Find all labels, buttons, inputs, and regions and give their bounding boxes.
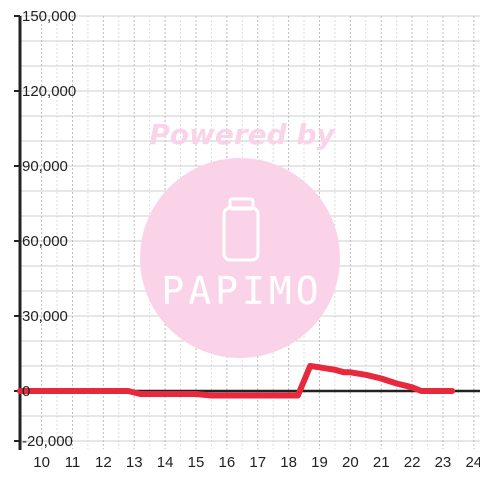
y-tick-label: 150,000 bbox=[22, 8, 76, 25]
x-tick-label: 13 bbox=[126, 454, 143, 471]
x-tick-label: 20 bbox=[342, 454, 359, 471]
y-tick-label: 30,000 bbox=[22, 308, 68, 325]
y-tick-label: 120,000 bbox=[22, 83, 76, 100]
x-tick-label: 21 bbox=[373, 454, 390, 471]
x-tick-label: 22 bbox=[404, 454, 421, 471]
x-tick-label: 14 bbox=[157, 454, 174, 471]
x-tick-label: 17 bbox=[249, 454, 266, 471]
x-tick-label: 23 bbox=[435, 454, 452, 471]
tick-labels: 150,000 120,000 90,000 60,000 30,000 0 -20,000… bbox=[22, 8, 480, 471]
grid bbox=[20, 15, 480, 449]
watermark-logo: PAPIMO bbox=[161, 269, 322, 313]
series bbox=[17, 363, 456, 399]
powered-by-watermark: Powered by PAPIMO bbox=[140, 118, 340, 358]
x-tick-label: 10 bbox=[33, 454, 50, 471]
x-tick-label: 19 bbox=[311, 454, 328, 471]
series-line bbox=[17, 363, 456, 399]
x-tick-label: 15 bbox=[188, 454, 205, 471]
watermark-circle bbox=[140, 158, 340, 358]
watermark-title: Powered by bbox=[149, 118, 336, 151]
x-tick-label: 16 bbox=[219, 454, 236, 471]
x-tick-label: 18 bbox=[280, 454, 297, 471]
y-tick-label: 60,000 bbox=[22, 233, 68, 250]
y-tick-label: -20,000 bbox=[22, 433, 73, 450]
y-tick-label: 90,000 bbox=[22, 158, 68, 175]
phone-icon bbox=[222, 197, 260, 262]
y-tick-label: 0 bbox=[22, 383, 30, 400]
x-tick-label: 12 bbox=[95, 454, 112, 471]
x-tick-label: 11 bbox=[65, 454, 81, 471]
x-tick-label: 24 bbox=[465, 454, 480, 471]
